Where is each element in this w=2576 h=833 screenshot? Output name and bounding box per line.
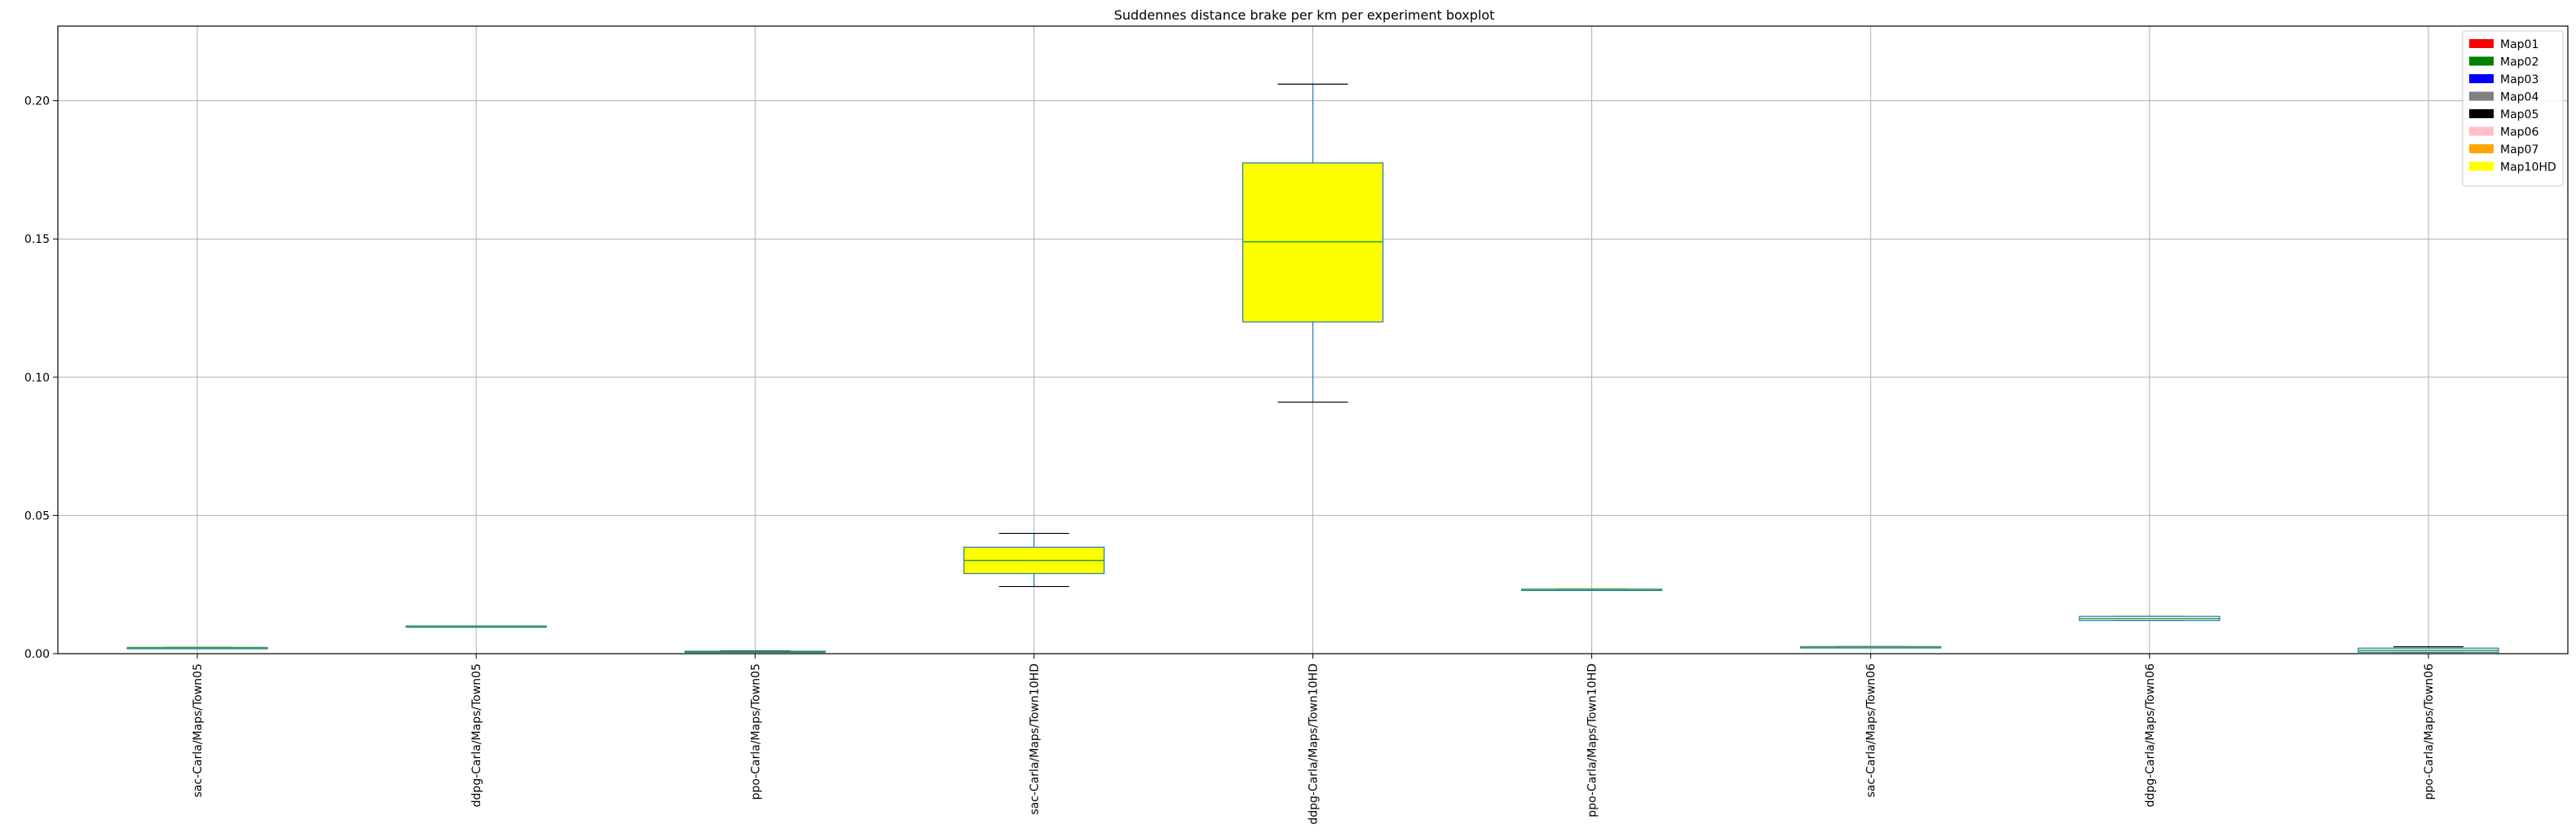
legend-label: Map02 bbox=[2500, 56, 2539, 69]
x-tick-label: sac-Carla/Maps/Town06 bbox=[1865, 663, 1878, 797]
plot-frame bbox=[57, 25, 2569, 654]
legend-label: Map05 bbox=[2500, 108, 2539, 121]
x-tick-label: sac-Carla/Maps/Town05 bbox=[192, 663, 205, 797]
x-tick-label: ddpg-Carla/Maps/Town10HD bbox=[1308, 663, 1321, 825]
legend-label: Map07 bbox=[2500, 143, 2539, 156]
legend-label: Map04 bbox=[2500, 91, 2539, 104]
legend-label: Map10HD bbox=[2500, 161, 2556, 174]
legend-swatch bbox=[2469, 161, 2494, 171]
box-iqr bbox=[1242, 162, 1384, 323]
y-tick-label: 0.10 bbox=[24, 372, 50, 385]
y-tick-label: 0.05 bbox=[24, 509, 50, 522]
x-tick-label: ddpg-Carla/Maps/Town06 bbox=[2144, 663, 2157, 807]
x-tick-label: ppo-Carla/Maps/Town05 bbox=[749, 663, 762, 800]
legend-swatch bbox=[2469, 109, 2494, 118]
y-tick-label: 0.00 bbox=[24, 648, 50, 661]
legend-swatch bbox=[2469, 39, 2494, 48]
axes: 0.00 0.05 0.10 0.15 0.20 sac-Carla/Maps/Town0… bbox=[24, 25, 2569, 825]
legend: Map01 Map02 Map03 Map04 Map05 Map06 Map07 Map10… bbox=[2462, 30, 2564, 187]
y-tick-label: 0.15 bbox=[24, 233, 50, 246]
x-tick-label: ddpg-Carla/Maps/Town05 bbox=[470, 663, 483, 807]
legend-swatch bbox=[2469, 126, 2494, 136]
legend-swatch bbox=[2469, 91, 2494, 101]
legend-swatch bbox=[2469, 74, 2494, 83]
x-tick-label: ppo-Carla/Maps/Town06 bbox=[2423, 663, 2436, 800]
legend-swatch bbox=[2469, 56, 2494, 66]
y-tick-label: 0.20 bbox=[24, 95, 50, 108]
x-tick-label: ppo-Carla/Maps/Town10HD bbox=[1586, 663, 1599, 818]
legend-label: Map06 bbox=[2500, 126, 2539, 139]
chart-title: Suddennes distance brake per km per expe… bbox=[1114, 7, 1495, 23]
x-tick-label: sac-Carla/Maps/Town10HD bbox=[1028, 663, 1041, 815]
boxes bbox=[126, 83, 2499, 654]
legend-label: Map01 bbox=[2500, 38, 2539, 51]
legend-swatch bbox=[2469, 144, 2494, 153]
legend-label: Map03 bbox=[2500, 73, 2539, 86]
